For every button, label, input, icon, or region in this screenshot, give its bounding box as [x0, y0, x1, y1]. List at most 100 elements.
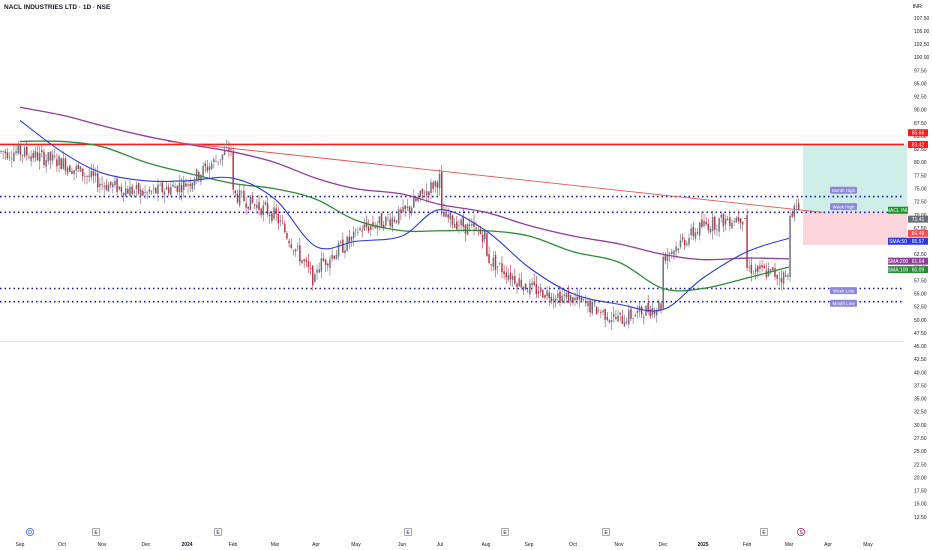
candle-body-303	[651, 307, 654, 316]
sma50-line	[19, 119, 790, 312]
candle-body-123	[264, 202, 267, 205]
candle-body-107	[230, 149, 232, 150]
candle-body-20	[43, 151, 45, 165]
candle-body-185	[398, 209, 400, 224]
candle-body-201	[432, 182, 434, 189]
candle-body-327	[703, 221, 705, 226]
candle-body-353	[759, 265, 761, 269]
sma200-line	[19, 106, 790, 261]
candle-body-39	[84, 176, 86, 177]
candle-body-153	[329, 259, 331, 268]
candle-body-162	[348, 236, 351, 243]
candle-body-273	[587, 300, 589, 307]
candle-body-17	[36, 152, 39, 161]
candle-body-71	[152, 188, 155, 190]
candle-body-296	[636, 310, 639, 314]
x-tick-8: May	[351, 542, 361, 548]
candle-body-289	[621, 316, 624, 324]
candle-body-124	[266, 203, 269, 215]
candle-body-58	[124, 188, 127, 196]
candle-body-73	[157, 184, 159, 194]
candle-body-174	[374, 225, 376, 228]
zone-label-1: Week High	[833, 204, 855, 209]
candles	[0, 139, 800, 331]
event-label-7: S	[799, 530, 803, 536]
tag-box-1	[908, 140, 928, 148]
tag-value-7: 60.09	[912, 267, 925, 273]
candle-body-244	[524, 283, 527, 290]
candle-body-145	[312, 265, 314, 286]
candle-body-243	[522, 286, 525, 291]
candle-body-36	[77, 165, 80, 170]
candle-body-34	[73, 170, 75, 174]
candle-body-75	[161, 182, 163, 193]
tag-name-box-7	[888, 266, 908, 274]
candle-body-264	[567, 291, 570, 303]
candle-body-336	[722, 214, 725, 227]
candle-body-363	[780, 278, 783, 283]
x-tick-6: Mar	[271, 542, 280, 548]
candle-body-149	[320, 258, 323, 272]
candle-body-28	[60, 158, 62, 170]
candle-body-183	[393, 219, 396, 222]
candle-body-317	[681, 237, 684, 240]
candle-body-209	[449, 212, 452, 220]
candle-body-158	[339, 242, 342, 243]
y-tick-32: 27.50	[914, 436, 927, 442]
candle-body-137	[294, 249, 297, 252]
dividend-marker-0	[25, 528, 34, 537]
candle-body-156	[335, 254, 338, 260]
moving-averages	[19, 106, 790, 312]
candle-body-178	[382, 224, 385, 229]
tag-name-box-6	[888, 257, 908, 265]
y-tick-25: 45.00	[914, 344, 927, 350]
x-tick-9: Jun	[398, 542, 406, 548]
candle-body-160	[344, 250, 346, 253]
y-tick-14: 72.50	[914, 200, 927, 206]
candle-body-220	[473, 221, 475, 227]
candle-body-184	[395, 220, 398, 223]
candle-body-281	[604, 309, 606, 320]
candle-body-227	[488, 254, 490, 264]
candle-body-252	[542, 290, 544, 298]
candle-body-286	[615, 316, 617, 319]
candle-body-128	[275, 208, 277, 214]
candle-body-2	[4, 151, 7, 154]
candle-body-351	[754, 268, 757, 273]
y-tick-22: 52.50	[914, 305, 927, 311]
candle-body-27	[58, 156, 60, 166]
candle-body-57	[122, 192, 125, 196]
candle-body-350	[752, 273, 755, 275]
candle-body-308	[662, 256, 664, 309]
candle-body-59	[127, 188, 129, 194]
candle-body-319	[686, 243, 688, 245]
candle-body-288	[619, 312, 621, 315]
x-tick-5: Feb	[229, 542, 238, 548]
candle-body-245	[527, 291, 529, 293]
candle-body-192	[413, 197, 415, 208]
target-zone	[803, 144, 907, 213]
y-tick-36: 17.50	[914, 489, 927, 495]
candle-body-163	[350, 236, 353, 241]
tag-box-2	[888, 206, 908, 214]
candle-body-293	[630, 308, 632, 319]
candle-body-219	[471, 223, 473, 226]
candle-body-214	[460, 219, 462, 226]
candle-body-304	[653, 310, 656, 314]
candle-body-144	[309, 267, 312, 269]
candle-body-314	[675, 246, 677, 252]
candle-body-130	[279, 220, 282, 222]
candle-body-310	[666, 254, 669, 261]
event-label-3: E	[406, 530, 410, 536]
candle-body-213	[458, 225, 460, 227]
candle-body-159	[342, 239, 344, 253]
candle-body-136	[292, 250, 295, 252]
candle-body-108	[232, 151, 234, 190]
candle-body-299	[643, 317, 645, 319]
candle-body-53	[114, 180, 116, 185]
candle-body-5	[11, 158, 13, 160]
candle-body-85	[183, 180, 185, 190]
candle-body-356	[765, 270, 768, 278]
candle-body-261	[561, 295, 563, 302]
